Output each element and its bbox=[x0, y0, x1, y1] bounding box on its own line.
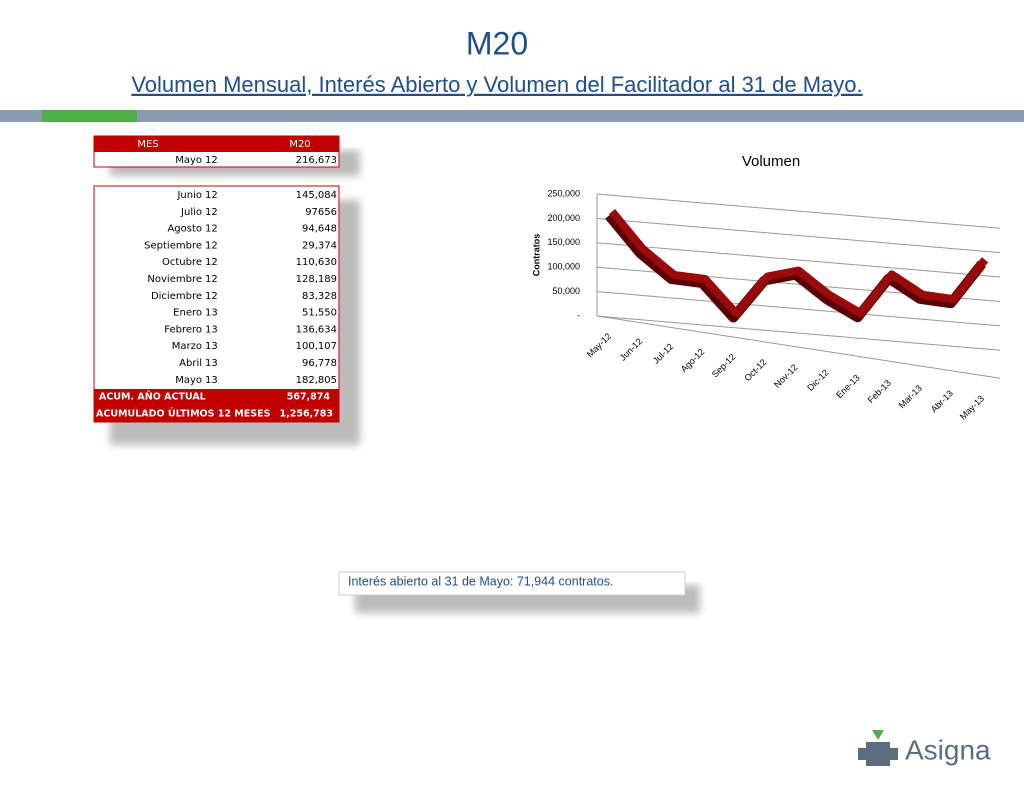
x-tick-label: Jun-12 bbox=[618, 336, 645, 363]
column-header: M20 bbox=[289, 139, 310, 150]
cell-year: 12 bbox=[205, 257, 218, 268]
total-value: 567,874 bbox=[287, 392, 331, 403]
cell-value: 182,805 bbox=[296, 375, 337, 386]
cell-month: Julio bbox=[180, 207, 202, 218]
cell-value: 96,778 bbox=[302, 358, 337, 369]
divider-bar bbox=[0, 110, 1024, 122]
cell-year: 13 bbox=[205, 308, 218, 319]
logo-text: Asigna bbox=[905, 734, 991, 765]
cell-value: 216,673 bbox=[296, 155, 337, 166]
cell-month: Diciembre bbox=[151, 291, 202, 302]
note: Interés abierto al 31 de Mayo: 71,944 co… bbox=[348, 574, 613, 588]
cell-value: 51,550 bbox=[302, 308, 337, 319]
note-box bbox=[338, 571, 686, 596]
x-tick-label: Dic-12 bbox=[805, 367, 830, 392]
y-tick-label: 50,000 bbox=[552, 286, 580, 296]
cell-month: Mayo bbox=[175, 375, 202, 386]
cell-month: Mayo bbox=[175, 155, 202, 166]
cell-year: 12 bbox=[205, 207, 218, 218]
title: M20 bbox=[466, 25, 528, 61]
total-value: 1,256,783 bbox=[280, 409, 334, 420]
x-tick-label: May-13 bbox=[958, 393, 986, 421]
x-tick-label: Abr-13 bbox=[929, 388, 955, 414]
cell-value: 136,634 bbox=[296, 324, 337, 335]
grid-line bbox=[596, 315, 1001, 351]
column-header: MES bbox=[137, 139, 158, 150]
cell-value: 110,630 bbox=[296, 257, 337, 268]
y-tick-label: - bbox=[577, 310, 580, 320]
y-tick-label: 100,000 bbox=[547, 262, 580, 272]
grid-line bbox=[596, 217, 1001, 254]
cell-year: 12 bbox=[205, 155, 218, 166]
table-header bbox=[94, 136, 339, 152]
cell-month: Noviembre bbox=[147, 274, 202, 285]
cell-month: Marzo bbox=[172, 341, 202, 352]
grid-line bbox=[596, 193, 1001, 229]
total-label: ACUMULADO ÚLTIMOS 12 MESES bbox=[96, 408, 271, 420]
x-tick-label: Ene-13 bbox=[834, 373, 862, 401]
chart-title: Volumen bbox=[742, 153, 800, 170]
table-months bbox=[93, 185, 340, 423]
cell-year: 12 bbox=[205, 291, 218, 302]
cell-year: 13 bbox=[205, 358, 218, 369]
cell-month: Febrero bbox=[164, 324, 202, 335]
x-tick-label: Ago-12 bbox=[679, 347, 707, 375]
cell-year: 13 bbox=[205, 324, 218, 335]
x-tick-label: May-12 bbox=[585, 331, 613, 359]
y-tick-label: 200,000 bbox=[547, 213, 580, 223]
y-tick-label: 250,000 bbox=[547, 188, 580, 198]
cell-year: 12 bbox=[205, 274, 218, 285]
cell-month: Junio bbox=[176, 190, 202, 201]
cell-year: 12 bbox=[205, 190, 218, 201]
x-tick-label: Nov-12 bbox=[772, 362, 800, 390]
cell-year: 13 bbox=[205, 375, 218, 386]
cell-value: 128,189 bbox=[296, 274, 337, 285]
cell-year: 12 bbox=[205, 224, 218, 235]
grid-line bbox=[596, 291, 1001, 327]
subtitle: Volumen Mensual, Interés Abierto y Volum… bbox=[131, 72, 862, 97]
cell-month: Octubre bbox=[162, 257, 202, 268]
cell-month: Enero bbox=[173, 308, 202, 319]
x-tick-label: Sep-12 bbox=[710, 352, 738, 380]
cell-year: 12 bbox=[205, 240, 218, 251]
cell-value: 97656 bbox=[305, 207, 337, 218]
y-tick-label: 150,000 bbox=[547, 237, 580, 247]
cell-value: 29,374 bbox=[302, 240, 337, 251]
divider-accent bbox=[42, 110, 137, 122]
y-axis-label: Contratos bbox=[531, 234, 541, 277]
axis bbox=[596, 315, 1001, 379]
cell-value: 100,107 bbox=[296, 341, 337, 352]
cell-month: Agosto bbox=[167, 224, 202, 235]
x-tick-label: Feb-13 bbox=[866, 378, 893, 405]
cell-value: 94,648 bbox=[302, 224, 337, 235]
table-totals bbox=[94, 389, 339, 422]
x-tick-label: Jul-12 bbox=[651, 341, 675, 365]
cell-value: 145,084 bbox=[296, 190, 337, 201]
cell-month: Septiembre bbox=[144, 240, 202, 251]
logo-mark bbox=[858, 730, 898, 766]
series-line bbox=[608, 208, 989, 318]
cell-month: Abril bbox=[179, 358, 202, 369]
x-tick-label: Oct-12 bbox=[742, 357, 768, 383]
cell-value: 83,328 bbox=[302, 291, 337, 302]
grid-line bbox=[596, 242, 1001, 278]
x-tick-label: Mar-13 bbox=[897, 383, 924, 410]
cell-year: 13 bbox=[205, 341, 218, 352]
total-label: ACUM. AÑO ACTUAL bbox=[99, 392, 206, 403]
